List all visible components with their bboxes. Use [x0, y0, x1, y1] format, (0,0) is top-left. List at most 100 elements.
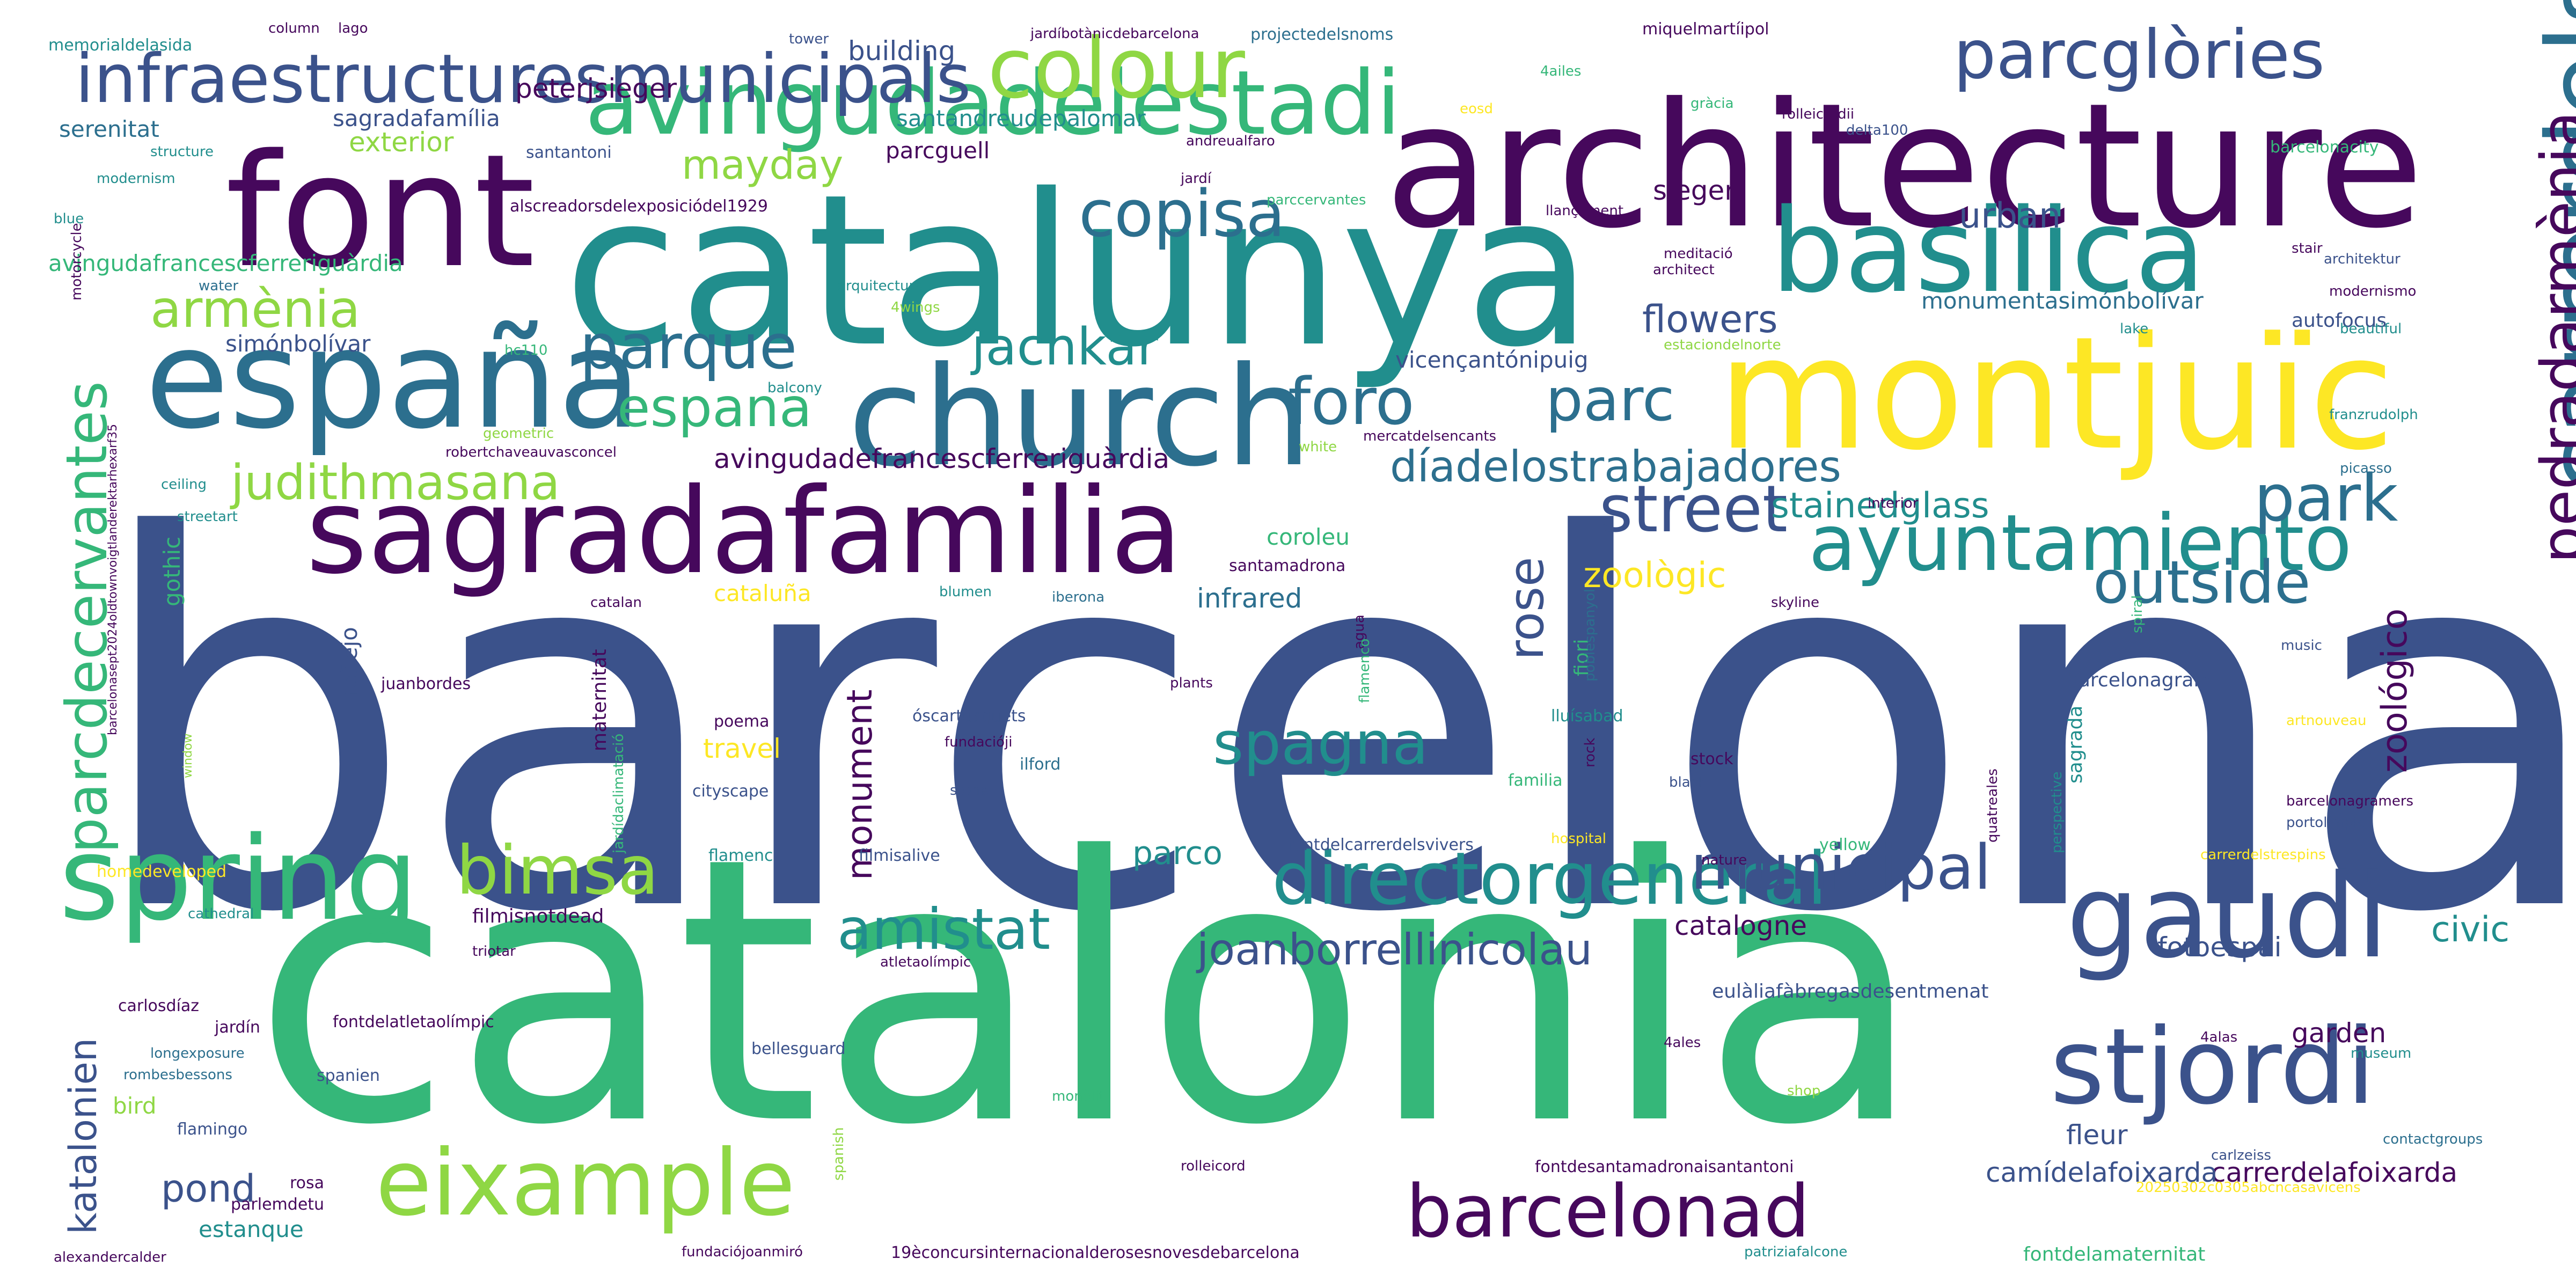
- word-parcglories: infraestructuresmunicipals: [75, 40, 971, 118]
- word-filmisnotdead: filmisnotdead: [472, 905, 604, 927]
- word-parc: parc: [1546, 365, 1675, 434]
- word-ilford: ilford: [1020, 755, 1061, 774]
- word-catalunya: catalunya: [564, 149, 1593, 393]
- word-contactgroups: contactgroups: [2383, 1131, 2483, 1147]
- word-gothic: gothic: [159, 536, 185, 606]
- word-jachkar: jachkar: [971, 318, 1158, 377]
- word-structure: structure: [150, 144, 214, 160]
- word-avingudadelestadi: eixample: [376, 1130, 795, 1236]
- word-patriziafalcone: patriziafalcone: [1744, 1244, 1848, 1260]
- word-perspective: perspective: [2049, 771, 2065, 853]
- word-fontdesantamadronaisantantoni: fontdesantamadronaisantantoni: [1535, 1158, 1794, 1176]
- word-carrerdelafoixarda: carrerdelafoixarda: [2211, 1157, 2458, 1188]
- word-serenitat: serenitat: [59, 116, 159, 142]
- word-building: building: [848, 35, 956, 67]
- word-cathedral: cathedral: [188, 906, 254, 922]
- word-portolimpic: portolímpic: [2286, 815, 2365, 831]
- word-eosd: eosd: [1460, 101, 1493, 117]
- word-spring: spring: [59, 811, 419, 946]
- word-architektur: architektur: [2324, 251, 2401, 267]
- word-carlosdiaz: carlosdíaz: [118, 997, 200, 1015]
- word-infraestructuresmunicipals: barcelonad: [1406, 1169, 1810, 1254]
- word-streetart: streetart: [177, 509, 238, 525]
- word-mayday: mayday: [682, 141, 844, 188]
- word-delta100: delta100: [1846, 122, 1908, 138]
- word-franzrudolph: franzrudolph: [2329, 407, 2418, 423]
- word-modernismo: modernismo: [2329, 283, 2417, 299]
- word-municipal: directorgeneral: [1272, 837, 1827, 921]
- word-avingudafrancescferreriguardia: avingudafrancescferreriguàrdia: [48, 250, 403, 276]
- word-juanbordes: juanbordes: [381, 675, 471, 693]
- word-pond: pond: [161, 1167, 256, 1211]
- word-jardibotanicdebarcelona: jardíbotànicdebarcelona: [1030, 26, 1199, 42]
- word-exterior: exterior: [349, 127, 454, 158]
- word-parque: parque: [580, 311, 797, 383]
- word-andreualfaro: andreualfaro: [1186, 133, 1275, 149]
- word-carrerdelstrespins: carrerdelstrespins: [2200, 847, 2326, 863]
- word-zoologico: zoológico: [2375, 608, 2415, 773]
- word-jardin: jardín: [215, 1018, 260, 1037]
- word-spagna: spagna: [1213, 709, 1429, 778]
- word-copisa: copisa: [1079, 177, 1285, 252]
- word-joanborrellinicolau: joanborrellinicolau: [1197, 925, 1592, 975]
- word-bellesguard: bellesguard: [751, 1040, 846, 1058]
- word-avingudadefrancescferreriguardia: avingudadefrancescferreriguàrdia: [714, 443, 1170, 474]
- word-vicencantonipuig: vicençantónipuig: [1395, 347, 1589, 373]
- word-montjuic: montjuïc: [1717, 304, 2395, 485]
- word-oscartusquets: óscartusquets: [912, 707, 1026, 726]
- word-4alas: 4alas: [2200, 1029, 2238, 1045]
- word-espana-tilde: españa: [145, 300, 642, 459]
- word-familia: familia: [1508, 771, 1563, 790]
- word-flamingo: flamingo: [177, 1120, 248, 1139]
- word-peterjsieger: peterjsieger: [515, 73, 677, 104]
- word-parccervantes: parccervantes: [1267, 192, 1366, 208]
- word-interior: interior: [1868, 495, 1919, 511]
- word-rombesbessons: rombesbessons: [123, 1067, 232, 1083]
- word-ayuntamiento: parcglòries: [1953, 16, 2325, 94]
- word-lluisabad: lluísabad: [1551, 707, 1623, 726]
- word-catalonia: catalonia: [252, 780, 1924, 1205]
- word-monumentasimonbolivar: monumentasimónbolívar: [1921, 288, 2204, 314]
- word-alexandercalder: alexandercalder: [54, 1249, 166, 1265]
- word-4wings: 4wings: [891, 299, 940, 316]
- word-sieger: sieger: [1653, 175, 1736, 206]
- word-beautiful: beautiful: [2340, 321, 2402, 337]
- word-gaudi: gaudi: [2066, 849, 2389, 984]
- word-skyline: skyline: [1771, 595, 1819, 611]
- word-lake: lake: [2120, 321, 2149, 337]
- word-longexposure: longexposure: [150, 1045, 245, 1062]
- word-poblespanyol: poblespanyol: [1582, 588, 1598, 682]
- word-simonbolivar: simónbolívar: [225, 331, 371, 357]
- word-miquelmartiipol: miquelmartíipol: [1642, 20, 1769, 39]
- word-4ales: 4ales: [1664, 1035, 1701, 1051]
- word-garden: garden: [2292, 1018, 2387, 1049]
- word-tower: tower: [789, 31, 829, 47]
- word-rolleicord: rolleicord: [1181, 1158, 1246, 1174]
- word-spanien: spanien: [317, 1066, 380, 1085]
- word-foro: foro: [1288, 365, 1415, 440]
- word-yellow: yellow: [1819, 836, 1871, 854]
- word-barcelonagramers: barcelonagramers: [2286, 793, 2414, 809]
- word-civic: civic: [2431, 910, 2510, 950]
- word-black: black: [1669, 774, 1707, 791]
- word-flamenc: flamenc: [708, 846, 773, 865]
- word-catalan: catalan: [590, 595, 642, 611]
- word-arquitectura: arquitectura: [837, 278, 924, 294]
- word-quatreales: quatreales: [1985, 769, 2001, 843]
- word-sagrada: sagrada: [2065, 705, 2087, 784]
- word-rock: rock: [1582, 737, 1598, 767]
- word-monolit: monòlit: [1052, 1088, 1105, 1104]
- word-cataluna: cataluña: [714, 580, 811, 606]
- word-font: font: [225, 121, 536, 302]
- word-maternitat: maternitat: [589, 649, 611, 751]
- word-directorgeneral: bimsa: [456, 832, 659, 910]
- word-urban: urban: [1959, 196, 2061, 236]
- word-outside: outside: [2093, 548, 2311, 617]
- word-colour: avingudadelestadi: [585, 52, 1401, 155]
- word-parlemdetu: parlemdetu: [231, 1195, 325, 1214]
- word-santamadrona: santamadrona: [1229, 557, 1346, 575]
- word-pedradarmenia: pedradarmènia: [2528, 111, 2576, 564]
- word-mercatdelsencants: mercatdelsencants: [1363, 428, 1497, 444]
- word-fleur: fleur: [2066, 1119, 2128, 1151]
